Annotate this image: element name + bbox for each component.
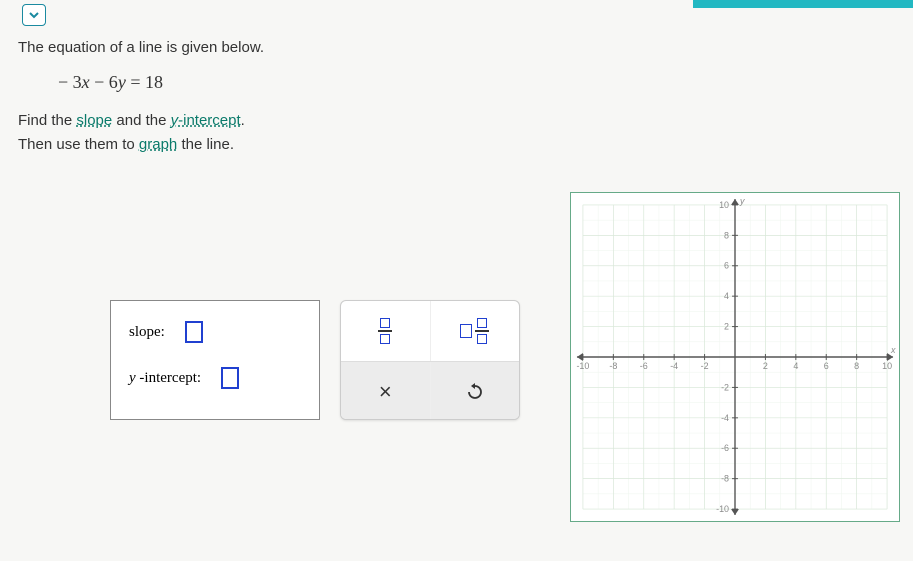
- svg-text:-10: -10: [716, 504, 729, 514]
- svg-text:-2: -2: [701, 361, 709, 371]
- text-find-the: Find the: [18, 112, 76, 129]
- slope-row: slope:: [129, 321, 301, 343]
- svg-text:x: x: [890, 345, 896, 355]
- slope-input[interactable]: [185, 321, 203, 343]
- clear-icon: ×: [379, 379, 392, 405]
- y-intercept-row: y -intercept:: [129, 367, 301, 389]
- mixed-fraction-button[interactable]: [431, 301, 520, 361]
- link-slope[interactable]: slope: [76, 112, 112, 129]
- svg-text:6: 6: [724, 261, 729, 271]
- equation: − 3x − 6y = 18: [58, 72, 895, 93]
- link-graph[interactable]: graph: [139, 136, 177, 153]
- svg-text:8: 8: [854, 361, 859, 371]
- svg-text:6: 6: [824, 361, 829, 371]
- svg-text:-8: -8: [609, 361, 617, 371]
- chevron-down-icon: [28, 9, 40, 21]
- text-and-the: and the: [112, 112, 170, 129]
- svg-text:-8: -8: [721, 474, 729, 484]
- svg-text:-6: -6: [640, 361, 648, 371]
- svg-text:2: 2: [763, 361, 768, 371]
- tool-panel: ×: [340, 300, 520, 420]
- question-content: The equation of a line is given below. −…: [18, 36, 895, 157]
- svg-text:-6: -6: [721, 443, 729, 453]
- prompt-line-2: Find the slope and the y-intercept.: [18, 109, 895, 133]
- clear-button[interactable]: ×: [341, 362, 431, 420]
- svg-text:-2: -2: [721, 382, 729, 392]
- svg-text:2: 2: [724, 322, 729, 332]
- mixed-fraction-icon: [460, 318, 489, 344]
- y-intercept-input[interactable]: [221, 367, 239, 389]
- text-then-use: Then use them to: [18, 136, 139, 153]
- prompt-line-1: The equation of a line is given below.: [18, 36, 895, 60]
- link-y-intercept[interactable]: y-intercept: [171, 112, 241, 129]
- svg-text:y: y: [739, 196, 745, 206]
- svg-text:10: 10: [719, 200, 729, 210]
- svg-text:8: 8: [724, 230, 729, 240]
- undo-icon: [465, 382, 485, 402]
- text-period: .: [241, 112, 245, 129]
- fraction-button[interactable]: [341, 301, 431, 361]
- svg-text:-10: -10: [576, 361, 589, 371]
- tool-row-top: [341, 301, 519, 361]
- svg-text:4: 4: [793, 361, 798, 371]
- svg-text:-4: -4: [670, 361, 678, 371]
- fraction-icon: [378, 318, 392, 344]
- tool-row-bottom: ×: [341, 361, 519, 420]
- slope-label: slope:: [129, 324, 165, 341]
- prompt-line-3: Then use them to graph the line.: [18, 133, 895, 157]
- svg-text:10: 10: [882, 361, 892, 371]
- svg-text:-4: -4: [721, 413, 729, 423]
- graph-svg: -10 -10 -8 -8 -6 -6 -4 -4 -2 -2 2 2 4 4 6 6 8 8 10 10 x y: [571, 193, 899, 521]
- collapse-toggle[interactable]: [22, 4, 46, 26]
- undo-button[interactable]: [431, 362, 520, 420]
- coordinate-plane[interactable]: -10 -10 -8 -8 -6 -6 -4 -4 -2 -2 2 2 4 4 6 6 8 8 10 10 x y: [570, 192, 900, 522]
- top-accent-bar: [693, 0, 913, 8]
- answer-panel: slope: y -intercept:: [110, 300, 320, 420]
- svg-text:4: 4: [724, 291, 729, 301]
- y-intercept-label: y -intercept:: [129, 370, 201, 387]
- text-the-line: the line.: [177, 136, 234, 153]
